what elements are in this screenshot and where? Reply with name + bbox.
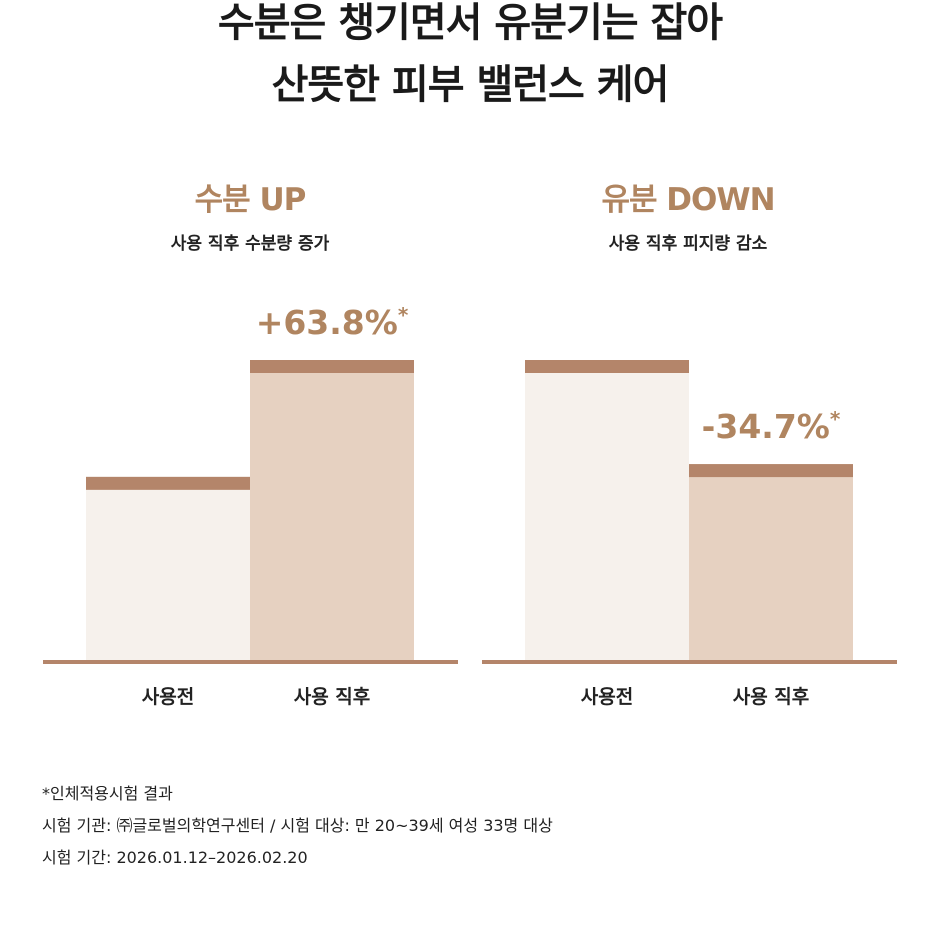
moisture-panel-subtitle: 사용 직후 수분량 증가 <box>170 234 330 254</box>
change-value-label: -34.7%* <box>702 407 841 446</box>
baseline <box>482 660 897 664</box>
x-tick-label: 사용 직후 <box>732 686 810 708</box>
footnote-test-period: 시험 기간: 2026.01.12–2026.02.20 <box>42 848 308 867</box>
baseline <box>43 660 458 664</box>
x-tick-label: 사용전 <box>141 686 195 708</box>
headline-line-2: 산뜻한 피부 밸런스 케어 <box>271 62 670 108</box>
bar-cap <box>689 464 853 478</box>
bar-cap <box>86 476 250 490</box>
bar <box>689 464 853 660</box>
footnote-test-institution: 시험 기관: ㈜글로벌의학연구센터 / 시험 대상: 만 20~39세 여성 3… <box>42 816 553 835</box>
headline-line-1: 수분은 챙기면서 유분기는 잡아 <box>217 0 723 46</box>
bar <box>86 476 250 660</box>
x-tick-label: 사용 직후 <box>293 686 371 708</box>
bar <box>250 360 414 660</box>
moisture-panel-title: 수분 UP <box>194 182 307 218</box>
bar-cap <box>525 360 689 373</box>
change-value-label: +63.8%* <box>256 303 409 342</box>
oil-panel-title: 유분 DOWN <box>601 182 775 218</box>
bar-cap <box>250 360 414 373</box>
x-tick-label: 사용전 <box>580 686 634 708</box>
bar <box>525 360 689 660</box>
footnote-test-result: *인체적용시험 결과 <box>42 784 173 803</box>
oil-panel-subtitle: 사용 직후 피지량 감소 <box>608 234 768 254</box>
